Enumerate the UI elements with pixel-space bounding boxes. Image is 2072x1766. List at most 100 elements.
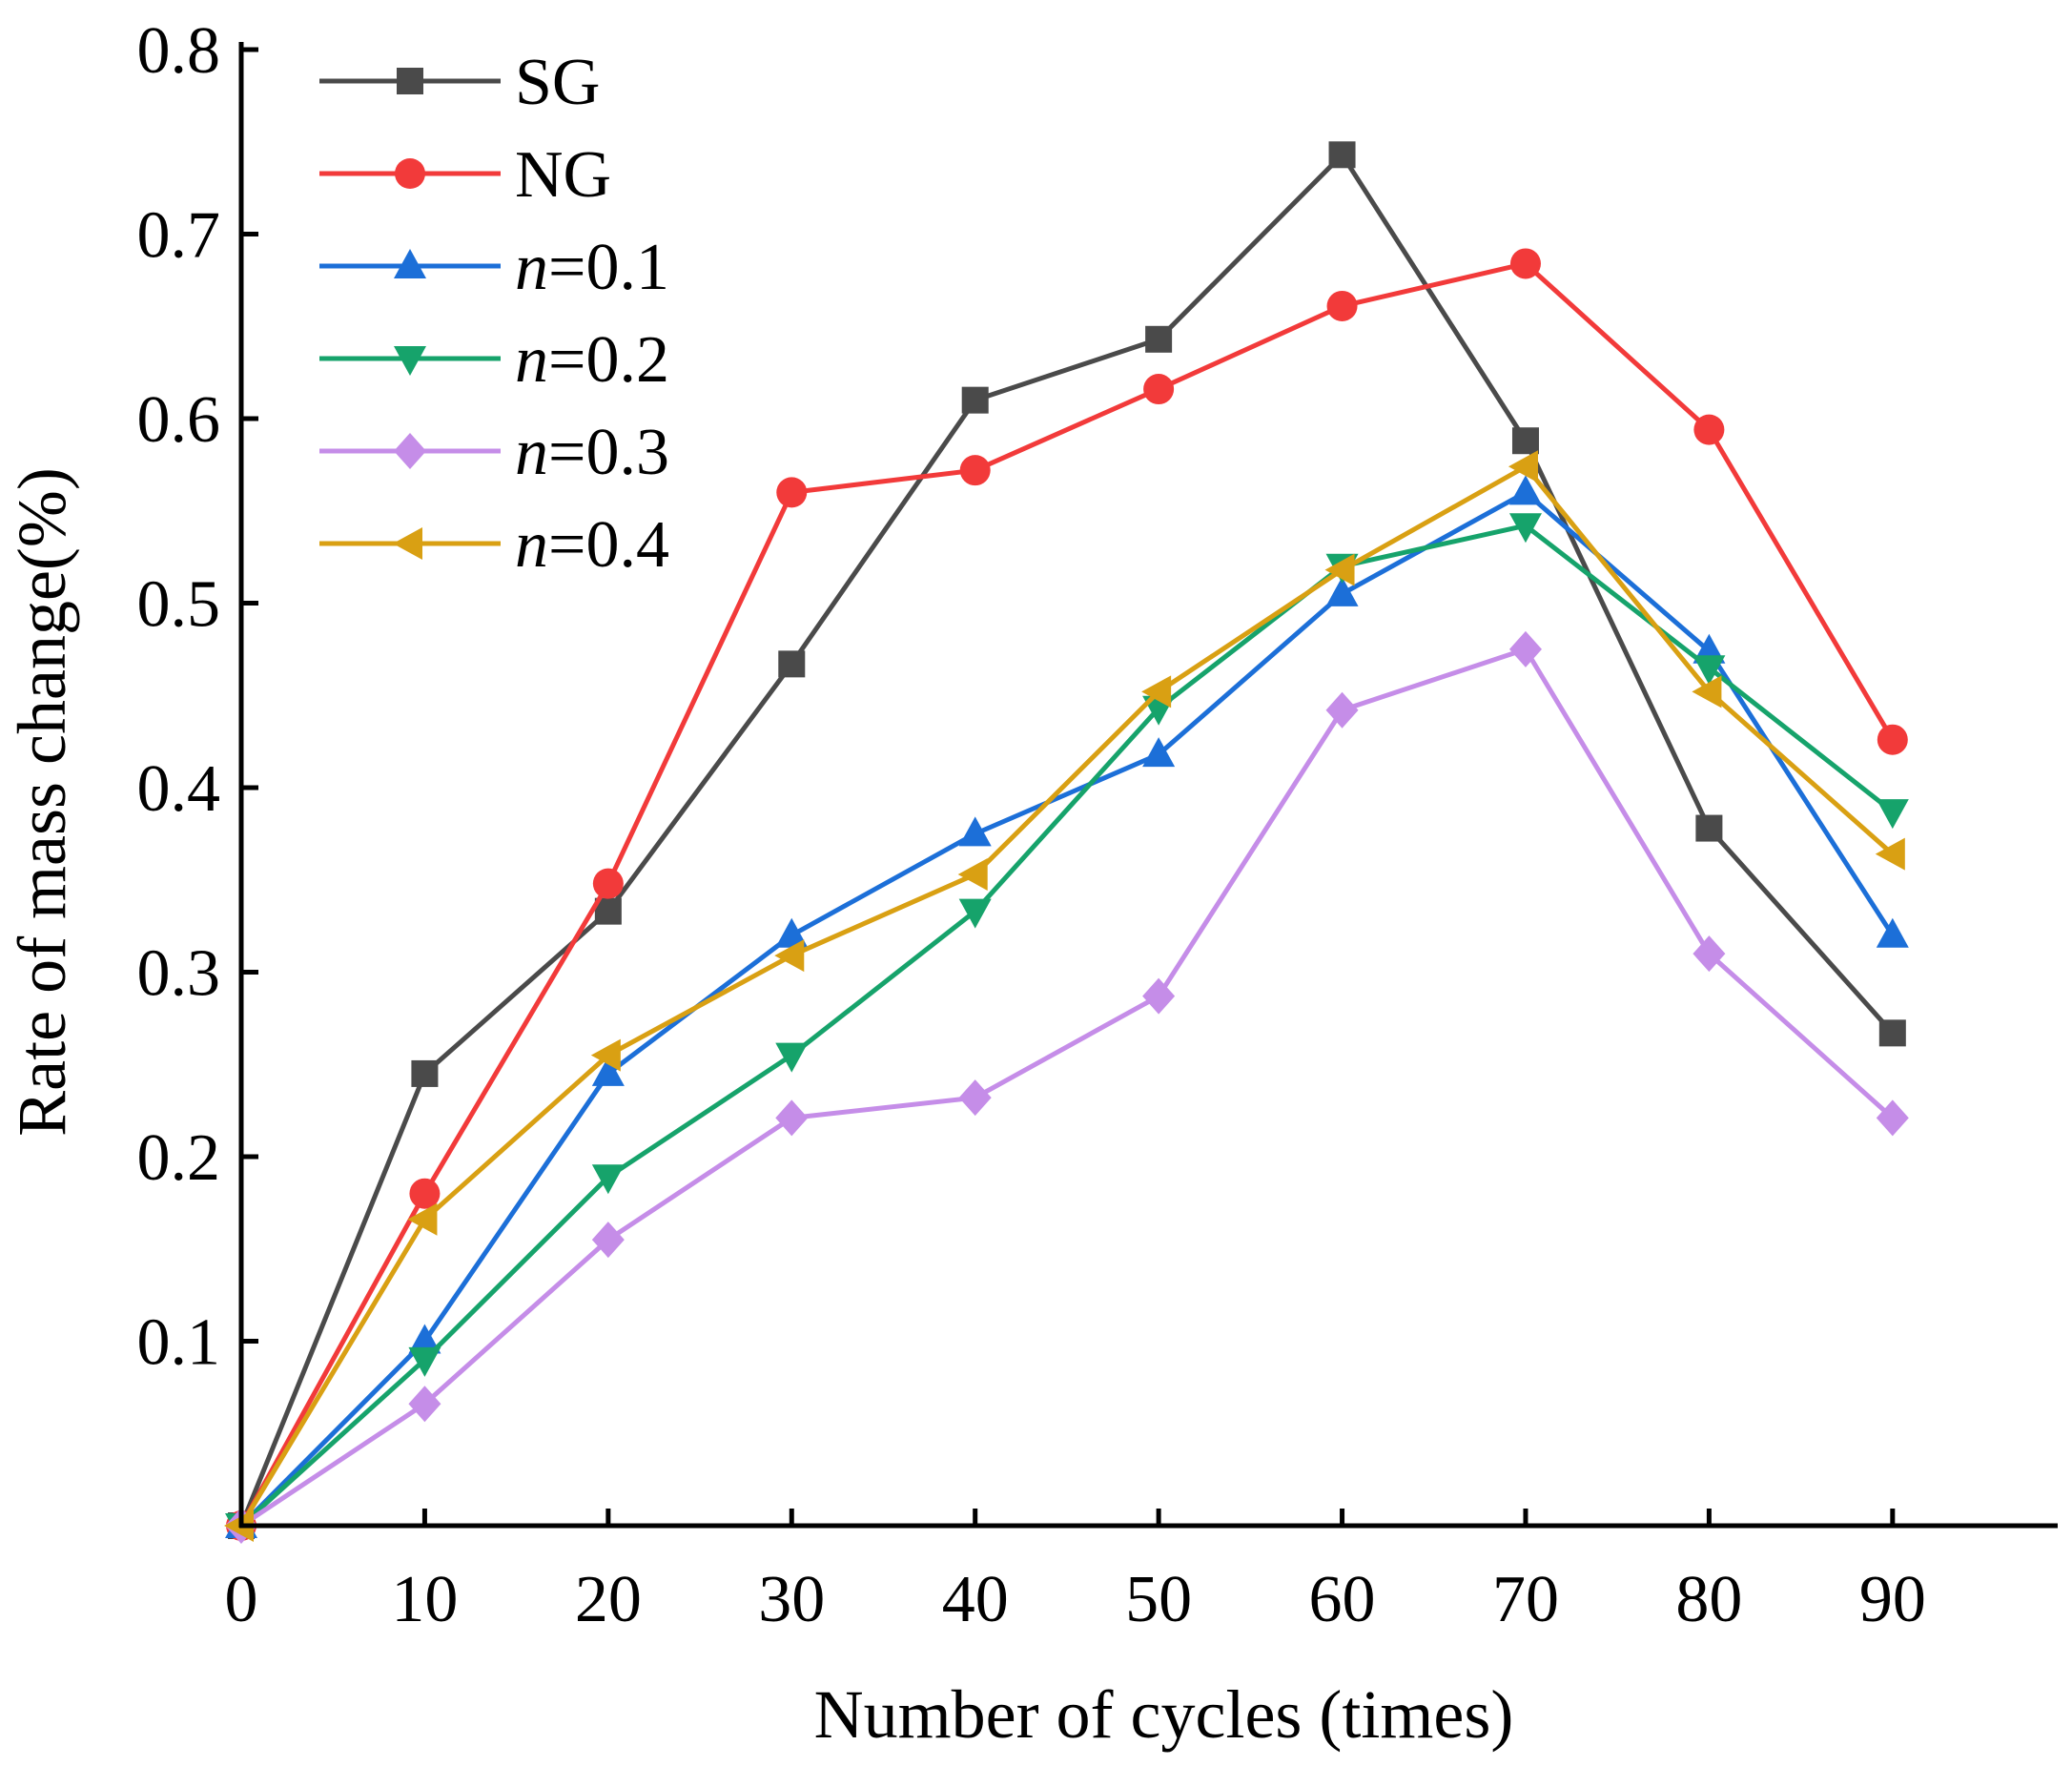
legend-marker xyxy=(394,249,426,278)
series-line xyxy=(238,463,1895,1528)
data-point xyxy=(591,1222,625,1259)
y-tick-label: 0.5 xyxy=(137,568,221,642)
series-line xyxy=(238,152,1895,1527)
y-tick-label: 0.3 xyxy=(137,937,221,1011)
legend-marker xyxy=(394,433,426,469)
x-tick-label: 80 xyxy=(1675,1563,1742,1636)
data-point xyxy=(958,898,992,929)
data-point xyxy=(1877,724,1908,755)
data-point xyxy=(1324,553,1355,586)
data-point xyxy=(1325,576,1359,606)
data-point xyxy=(958,816,992,847)
data-point xyxy=(1326,290,1358,321)
data-point xyxy=(1876,799,1909,830)
series-n=0.1 xyxy=(225,475,1909,1538)
legend-item: NG xyxy=(319,138,611,212)
legend-marker xyxy=(394,346,426,376)
data-point xyxy=(1142,737,1176,768)
data-point xyxy=(1875,837,1905,871)
data-point xyxy=(778,650,806,678)
data-point xyxy=(775,917,809,948)
data-point xyxy=(1325,691,1359,729)
y-tick-label: 0.8 xyxy=(137,14,221,88)
legend-label: n=0.1 xyxy=(515,231,669,304)
data-point xyxy=(1692,655,1726,686)
data-point xyxy=(1508,450,1538,483)
data-point xyxy=(1692,675,1722,708)
data-point xyxy=(961,386,989,414)
legend-item: n=0.2 xyxy=(319,323,669,397)
x-tick-label: 0 xyxy=(225,1563,258,1636)
x-axis-title: Number of cycles (times) xyxy=(814,1676,1514,1753)
legend-label: n=0.4 xyxy=(515,508,669,582)
data-point xyxy=(774,939,805,973)
data-point xyxy=(407,1202,438,1236)
x-tick-label: 60 xyxy=(1309,1563,1376,1636)
x-tick-label: 30 xyxy=(758,1563,825,1636)
data-point xyxy=(411,1059,439,1087)
x-tick-label: 40 xyxy=(942,1563,1009,1636)
data-point xyxy=(957,857,988,891)
legend-item: n=0.1 xyxy=(319,231,669,304)
y-tick-label: 0.1 xyxy=(137,1306,221,1380)
data-point xyxy=(591,1164,625,1195)
series-line xyxy=(239,523,1895,1528)
data-point xyxy=(1508,475,1542,505)
axes-group: 0.1 0.2 0.3 0.4 0.5 0.6 0.7 0.8 0 10 20 30 40 50 60 70 8… xyxy=(137,14,2058,1636)
legend-marker xyxy=(397,68,423,94)
x-tick-label: 90 xyxy=(1859,1563,1926,1636)
legend-marker xyxy=(395,158,425,189)
data-point xyxy=(1141,675,1172,708)
series-n=0.3 xyxy=(225,630,1909,1544)
data-point xyxy=(408,1386,441,1423)
series-line xyxy=(238,260,1895,1528)
legend-label: SG xyxy=(515,46,600,119)
series-line xyxy=(239,489,1895,1528)
data-point xyxy=(1876,1099,1909,1137)
data-point xyxy=(1878,1019,1906,1047)
data-point xyxy=(1695,814,1723,842)
legend-item: n=0.4 xyxy=(319,508,669,582)
legend-marker xyxy=(393,527,422,560)
legend-item: n=0.3 xyxy=(319,416,669,489)
legend-item: SG xyxy=(319,46,600,119)
data-point xyxy=(408,1346,441,1377)
series-SG xyxy=(228,141,1906,1539)
data-point xyxy=(409,1178,441,1209)
legend-label: NG xyxy=(515,138,611,212)
data-point xyxy=(775,1042,809,1073)
series-n=0.4 xyxy=(224,450,1905,1542)
data-point xyxy=(1509,248,1541,279)
legend-label: n=0.3 xyxy=(515,416,669,489)
series-NG xyxy=(226,248,1908,1541)
data-point xyxy=(1142,977,1176,1015)
y-tick-label: 0.7 xyxy=(137,199,221,273)
data-point xyxy=(775,1099,809,1137)
data-point xyxy=(1511,427,1539,455)
data-point xyxy=(408,1324,441,1354)
y-tick-label: 0.2 xyxy=(137,1121,221,1195)
x-tick-label: 20 xyxy=(575,1563,642,1636)
data-point xyxy=(1692,935,1726,973)
legend: SG NG n=0.1 n=0.2 n=0.3 n=0.4 xyxy=(319,46,669,582)
x-tick-label: 10 xyxy=(391,1563,458,1636)
data-point xyxy=(590,1038,621,1072)
data-point xyxy=(1143,374,1175,405)
data-point xyxy=(958,1079,992,1117)
data-point xyxy=(776,477,808,508)
y-tick-label: 0.6 xyxy=(137,383,221,457)
x-tick-label: 70 xyxy=(1492,1563,1559,1636)
y-tick-label: 0.4 xyxy=(137,752,221,826)
y-axis-title: Rate of mass change(%) xyxy=(4,467,80,1137)
data-point xyxy=(959,455,991,486)
legend-label: n=0.2 xyxy=(515,323,669,397)
data-point xyxy=(591,1056,625,1086)
plot-series-group xyxy=(224,141,1909,1544)
data-point xyxy=(1145,325,1173,353)
series-line xyxy=(239,647,1895,1529)
x-tick-label: 50 xyxy=(1125,1563,1192,1636)
data-point xyxy=(1693,414,1725,445)
data-point xyxy=(1508,513,1542,544)
data-point xyxy=(1328,141,1356,169)
